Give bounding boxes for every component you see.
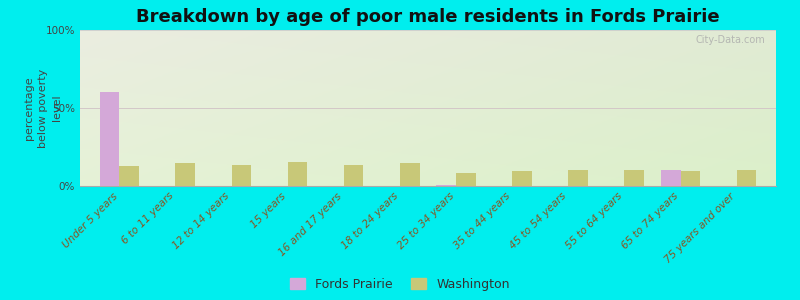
Bar [681,171,700,186]
Text: City-Data.com: City-Data.com [696,35,766,45]
Bar [100,92,119,186]
Y-axis label: percentage
below poverty
level: percentage below poverty level [24,68,62,148]
Bar [437,185,456,186]
Bar [512,171,532,186]
Bar [456,173,476,186]
Bar [119,166,139,186]
Bar [175,164,195,186]
Bar [737,170,756,186]
Bar [400,163,419,186]
Bar [661,170,681,186]
Bar [231,165,251,186]
Bar [344,165,363,186]
Bar [288,162,307,186]
Title: Breakdown by age of poor male residents in Fords Prairie: Breakdown by age of poor male residents … [136,8,720,26]
Bar [625,169,644,186]
Bar [568,170,588,186]
Legend: Fords Prairie, Washington: Fords Prairie, Washington [290,278,510,291]
